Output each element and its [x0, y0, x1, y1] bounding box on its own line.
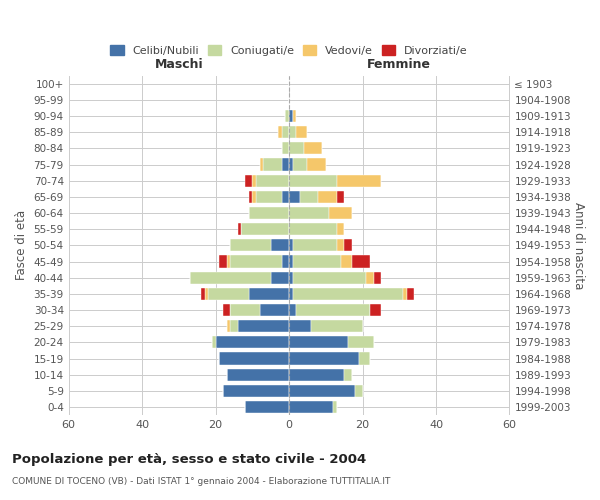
Bar: [223, 385, 289, 397]
Bar: [359, 352, 370, 364]
Bar: [223, 304, 230, 316]
Bar: [238, 223, 241, 235]
Text: COMUNE DI TOCENO (VB) - Dati ISTAT 1° gennaio 2004 - Elaborazione TUTTITALIA.IT: COMUNE DI TOCENO (VB) - Dati ISTAT 1° ge…: [12, 478, 391, 486]
Bar: [304, 142, 322, 154]
Bar: [296, 126, 307, 138]
Bar: [282, 256, 289, 268]
Bar: [271, 272, 289, 284]
Bar: [344, 368, 352, 381]
Bar: [230, 304, 260, 316]
Bar: [348, 336, 374, 348]
Bar: [289, 272, 293, 284]
Y-axis label: Fasce di età: Fasce di età: [15, 210, 28, 280]
Bar: [230, 240, 271, 252]
Bar: [289, 126, 296, 138]
Bar: [241, 223, 289, 235]
Bar: [260, 304, 289, 316]
Bar: [278, 126, 282, 138]
Bar: [212, 336, 215, 348]
Text: Femmine: Femmine: [367, 58, 431, 71]
Bar: [282, 142, 289, 154]
Bar: [282, 191, 289, 203]
Text: Popolazione per età, sesso e stato civile - 2004: Popolazione per età, sesso e stato civil…: [12, 452, 366, 466]
Text: Maschi: Maschi: [155, 58, 203, 71]
Bar: [293, 158, 307, 170]
Bar: [230, 256, 282, 268]
Bar: [289, 401, 333, 413]
Bar: [337, 174, 381, 187]
Bar: [355, 385, 362, 397]
Bar: [208, 288, 248, 300]
Bar: [333, 401, 337, 413]
Bar: [341, 256, 352, 268]
Bar: [230, 320, 238, 332]
Bar: [296, 304, 370, 316]
Bar: [289, 223, 337, 235]
Bar: [307, 158, 326, 170]
Bar: [263, 158, 282, 170]
Bar: [289, 368, 344, 381]
Bar: [293, 240, 337, 252]
Bar: [282, 126, 289, 138]
Bar: [219, 256, 227, 268]
Bar: [289, 336, 348, 348]
Bar: [337, 223, 344, 235]
Bar: [215, 336, 289, 348]
Bar: [245, 401, 289, 413]
Bar: [289, 256, 293, 268]
Bar: [289, 352, 359, 364]
Bar: [289, 207, 329, 219]
Bar: [282, 158, 289, 170]
Bar: [311, 320, 362, 332]
Bar: [293, 256, 341, 268]
Bar: [293, 288, 403, 300]
Bar: [260, 158, 263, 170]
Bar: [227, 320, 230, 332]
Bar: [289, 110, 293, 122]
Bar: [289, 385, 355, 397]
Bar: [201, 288, 205, 300]
Bar: [289, 142, 304, 154]
Bar: [407, 288, 414, 300]
Bar: [289, 320, 311, 332]
Bar: [227, 368, 289, 381]
Bar: [374, 272, 381, 284]
Bar: [289, 174, 337, 187]
Bar: [352, 256, 370, 268]
Bar: [271, 240, 289, 252]
Bar: [289, 158, 293, 170]
Bar: [190, 272, 271, 284]
Bar: [253, 191, 256, 203]
Bar: [293, 272, 366, 284]
Bar: [289, 304, 296, 316]
Bar: [319, 191, 337, 203]
Y-axis label: Anni di nascita: Anni di nascita: [572, 202, 585, 289]
Bar: [245, 174, 253, 187]
Bar: [248, 288, 289, 300]
Bar: [289, 288, 293, 300]
Bar: [300, 191, 319, 203]
Bar: [205, 288, 208, 300]
Bar: [403, 288, 407, 300]
Bar: [337, 191, 344, 203]
Bar: [248, 207, 289, 219]
Bar: [286, 110, 289, 122]
Bar: [248, 191, 253, 203]
Bar: [344, 240, 352, 252]
Legend: Celibi/Nubili, Coniugati/e, Vedovi/e, Divorziati/e: Celibi/Nubili, Coniugati/e, Vedovi/e, Di…: [106, 40, 472, 60]
Bar: [329, 207, 352, 219]
Bar: [293, 110, 296, 122]
Bar: [337, 240, 344, 252]
Bar: [238, 320, 289, 332]
Bar: [227, 256, 230, 268]
Bar: [219, 352, 289, 364]
Bar: [370, 304, 381, 316]
Bar: [256, 191, 282, 203]
Bar: [253, 174, 256, 187]
Bar: [366, 272, 374, 284]
Bar: [256, 174, 289, 187]
Bar: [289, 240, 293, 252]
Bar: [289, 191, 300, 203]
